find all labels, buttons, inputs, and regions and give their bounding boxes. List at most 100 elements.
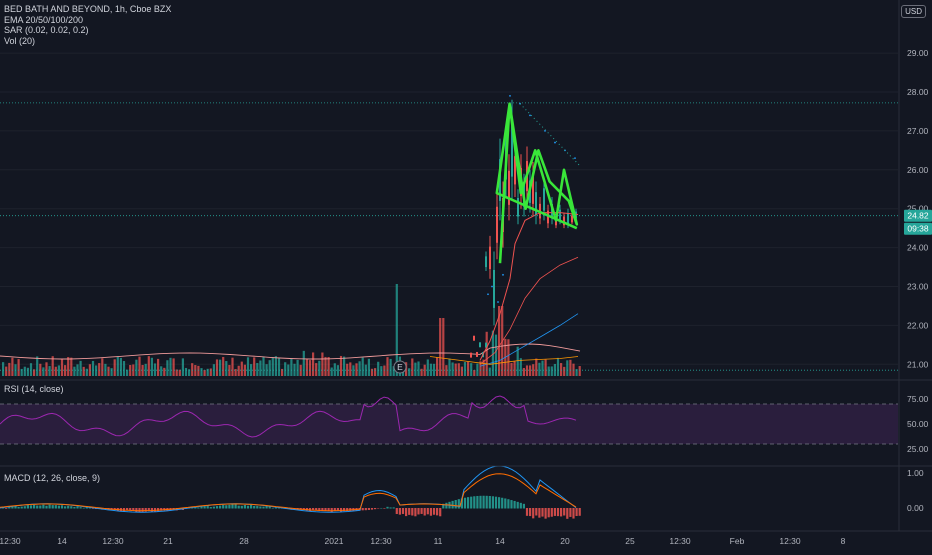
volume-bar [23,366,26,376]
volume-bar [268,360,271,376]
volume-bar [566,360,569,376]
macd-histogram-bar [439,508,442,517]
price-grid [0,52,898,365]
volume-bar [525,365,529,376]
indicator-sar[interactable]: SAR (0.02, 0.02, 0.2) [4,25,89,35]
volume-bar [473,369,476,376]
macd-histogram-bar [346,508,349,512]
volume-bar [29,363,33,376]
macd-histogram-bar [277,507,281,509]
macd-pane [0,465,581,519]
macd-histogram-bar [513,500,516,509]
candle-body [517,198,519,217]
volume-bar [374,368,377,376]
price-tick-label: 29.00 [907,48,929,58]
volume-bar [132,364,135,376]
sar-dot [487,293,489,296]
macd-histogram-bar [160,508,163,511]
volume-bar [482,359,485,376]
sar-dot [509,94,511,97]
macd-histogram-bar [262,506,265,509]
macd-histogram-bar [8,506,11,509]
volume-bar [157,358,160,376]
volume-bar [426,359,429,376]
symbol-title[interactable]: BED BATH AND BEYOND, 1h, Cboe BZX [4,4,172,14]
earnings-marker-circle [393,360,407,374]
currency-button[interactable]: USD [901,5,926,18]
volume-bar [76,364,79,376]
macd-histogram-bar [147,508,150,511]
volume-bar [228,364,231,376]
indicator-ema[interactable]: EMA 20/50/100/200 [4,14,84,25]
volume-bar [231,357,234,376]
volume-bar [479,361,482,376]
volume-bar [392,366,395,376]
volume-bar [544,359,547,376]
volume-bar [339,355,343,376]
signal-line [0,473,577,512]
macd-histogram-bar [135,508,138,513]
rsi-label[interactable]: RSI (14, close) [4,384,64,394]
rsi-pane [0,395,898,445]
time-tick-label: 12:30 [102,536,124,546]
macd-histogram-bar [479,495,482,509]
macd-histogram-bar [129,508,132,511]
macd-histogram-bar [33,504,36,509]
macd-histogram-bar [302,508,305,510]
volume-bar [296,359,299,376]
time-tick-label: 12:30 [779,536,801,546]
macd-histogram-bar [436,508,439,516]
volume-bar [11,357,14,376]
price-tick-label: 22.00 [907,320,929,330]
macd-histogram-bar [392,507,395,509]
macd-histogram-bar [364,508,367,511]
macd-histogram-bar [222,505,225,509]
volume-bar [70,357,73,376]
macd-histogram-bar [339,508,343,512]
volume-bar [355,363,358,376]
macd-histogram-bar [23,506,26,509]
volume-bar [429,363,432,376]
macd-histogram-bar [377,508,380,509]
macd-histogram-bar [209,507,212,509]
indicator-volume[interactable]: Vol (20) [4,35,36,46]
sar-dot [502,273,504,276]
volume-bar [222,356,225,376]
price-candles [470,99,577,358]
volume-bar [290,359,293,376]
rsi-band [0,404,898,444]
volume-bar [457,363,460,376]
volume-bar [271,357,274,376]
volume-bar [383,365,386,376]
macd-histogram-bar [426,508,429,515]
macd-histogram-bar [556,508,560,517]
macd-label[interactable]: MACD (12, 26, close, 9) [4,473,101,483]
macd-histogram-bar [144,508,147,512]
volume-bar [494,334,498,376]
volume-bar [262,356,265,376]
volume-bar [442,318,445,376]
macd-histogram-bar [268,505,271,509]
macd-histogram-bar [73,506,76,509]
volume-bar [436,357,439,376]
volume-bar [169,357,172,376]
macd-histogram-bar [274,507,277,509]
volume-bar [253,357,256,376]
volume-bar [522,367,525,376]
volume-bar [274,356,277,376]
volume-bar [57,365,60,376]
macd-histogram-bar [491,496,494,509]
volume-bar [243,364,246,376]
volume-bar [225,361,228,376]
volume-bar [240,361,243,376]
sar-dot [497,301,499,303]
rsi-tick-label: 50.00 [907,419,929,429]
volume-bar [361,357,364,376]
volume-bar [463,362,467,376]
candle-body [499,159,501,201]
macd-histogram-bar [494,496,498,509]
volume-bar [26,367,29,376]
candle-body [476,351,478,357]
volume-bar [550,366,553,376]
